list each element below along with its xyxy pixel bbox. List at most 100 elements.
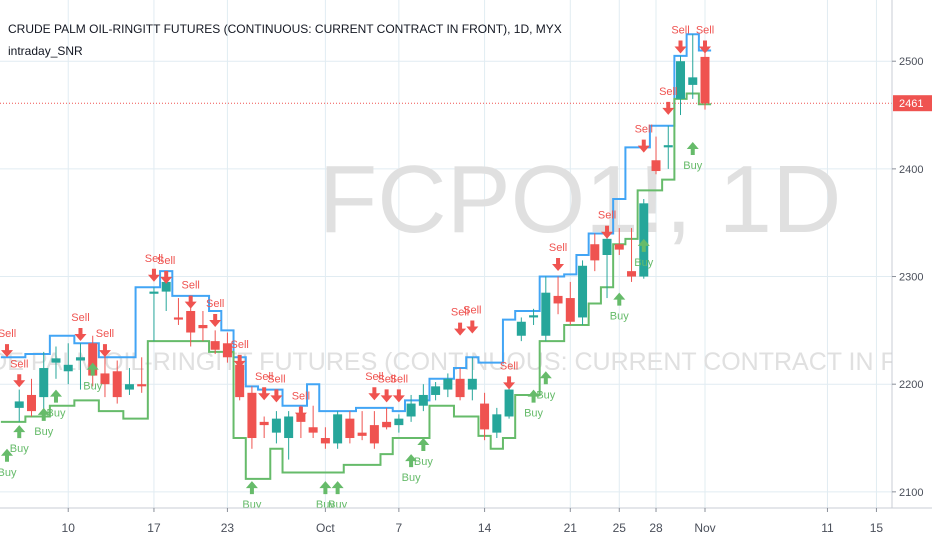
candle-up[interactable] (333, 411, 343, 449)
candle-up[interactable] (541, 276, 551, 342)
arrow-up-icon (37, 407, 50, 421)
candle-up[interactable] (431, 382, 441, 401)
price-axis[interactable]: 2100 2200 2300 2400 2500 2461 (892, 56, 932, 499)
candle-body (627, 271, 637, 277)
buy-signal: Buy (242, 481, 262, 511)
candle-body (137, 384, 147, 387)
buy-signal-label: Buy (414, 456, 433, 468)
indicator-label[interactable]: intraday_SNR (8, 44, 83, 58)
candle-down[interactable] (565, 281, 575, 325)
candle-body (602, 238, 612, 255)
candle-up[interactable] (284, 411, 294, 460)
time-axis-background[interactable] (0, 508, 932, 550)
candle-down[interactable] (320, 427, 330, 449)
candle-body (443, 378, 453, 390)
buy-signal-label: Buy (610, 311, 629, 323)
candle-up[interactable] (75, 343, 85, 390)
candle-down[interactable] (308, 405, 318, 439)
candle-up[interactable] (578, 260, 588, 325)
arrow-up-icon (405, 454, 418, 468)
sell-signal: Sell (267, 373, 286, 403)
candle-down[interactable] (137, 357, 147, 393)
buy-signal: Buy (683, 141, 703, 172)
arrow-up-icon (539, 371, 552, 385)
candle-up[interactable] (492, 407, 502, 439)
candle-down[interactable] (26, 378, 36, 417)
candle-up[interactable] (14, 389, 24, 422)
signals: SellSellSellSellSellSellSellSellSellSell… (0, 25, 714, 512)
candle-body (455, 378, 465, 398)
buy-signal: Buy (634, 238, 654, 269)
candle-body (578, 265, 588, 318)
candle-up[interactable] (406, 394, 416, 422)
candle-up[interactable] (39, 351, 49, 412)
candle-down[interactable] (553, 276, 563, 315)
candle-down[interactable] (382, 407, 392, 430)
candle-up[interactable] (63, 343, 73, 385)
candle-down[interactable] (100, 351, 110, 398)
sell-signal: Sell (182, 280, 200, 309)
candle-up[interactable] (51, 346, 61, 379)
candle-down[interactable] (222, 332, 232, 363)
candle-up[interactable] (688, 34, 698, 99)
current-price-label: 2461 (899, 98, 923, 110)
sell-signal: Sell (365, 371, 384, 401)
candle-down[interactable] (198, 310, 208, 342)
candle-down[interactable] (357, 411, 367, 441)
candle-down[interactable] (247, 386, 257, 449)
candle-up[interactable] (149, 287, 159, 342)
candle-up[interactable] (529, 308, 539, 325)
candle-body (100, 373, 110, 385)
candle-up[interactable] (676, 55, 686, 116)
candle-body (247, 392, 257, 439)
price-axis-background[interactable] (892, 0, 932, 550)
candle-down[interactable] (210, 330, 220, 355)
arrow-down-icon (209, 313, 222, 327)
candle-up[interactable] (663, 125, 673, 169)
candle-body (51, 358, 61, 363)
candle-body (467, 378, 477, 390)
candle-body (63, 364, 73, 372)
time-axis[interactable]: 10 17 23 Oct 7 14 21 25 28 Nov 11 15 (62, 508, 884, 535)
candle-up[interactable] (504, 384, 514, 419)
sell-signal: Sell (145, 253, 163, 282)
sell-signal-label: Sell (390, 373, 408, 385)
candle-up[interactable] (516, 317, 526, 342)
candles[interactable] (14, 34, 710, 460)
candle-body (553, 295, 563, 304)
x-tick-label: Nov (694, 521, 715, 535)
candle-up[interactable] (443, 373, 453, 398)
candle-body (394, 418, 404, 426)
candle-up[interactable] (467, 357, 477, 401)
candle-down[interactable] (345, 411, 355, 444)
candle-down[interactable] (369, 411, 379, 449)
candle-down[interactable] (173, 298, 183, 325)
candle-body (406, 403, 416, 417)
arrow-down-icon (662, 101, 675, 115)
candle-down[interactable] (480, 392, 490, 441)
candle-down[interactable] (590, 233, 600, 272)
sell-signal: Sell (463, 304, 482, 334)
buy-signal-label: Buy (46, 408, 65, 420)
candle-down[interactable] (627, 228, 637, 282)
sell-signal-label: Sell (255, 371, 273, 383)
buy-signal-label: Buy (536, 389, 555, 401)
candle-up[interactable] (418, 384, 428, 412)
arrow-down-icon (270, 389, 283, 403)
candle-down[interactable] (112, 360, 122, 404)
sell-signal-label: Sell (71, 312, 89, 324)
candle-down[interactable] (700, 52, 710, 110)
candle-up[interactable] (602, 233, 612, 299)
sell-signal: Sell (255, 371, 273, 401)
candle-up[interactable] (394, 414, 404, 433)
candle-up[interactable] (271, 411, 281, 444)
candle-down[interactable] (651, 136, 661, 175)
candle-down[interactable] (614, 228, 624, 255)
candle-down[interactable] (88, 335, 98, 387)
candle-down[interactable] (259, 416, 269, 439)
candle-up[interactable] (124, 368, 134, 395)
candle-down[interactable] (455, 368, 465, 401)
arrow-down-icon (699, 40, 711, 54)
sell-signal: Sell (206, 298, 224, 327)
